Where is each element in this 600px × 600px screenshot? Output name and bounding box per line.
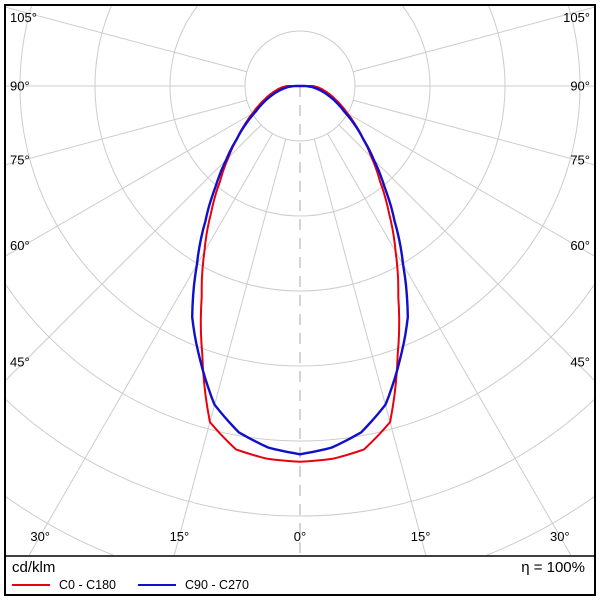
angle-label-left: 75° <box>10 152 30 167</box>
grid-radial-line <box>6 99 248 166</box>
angle-label-left: 60° <box>10 238 30 253</box>
units-label: cd/klm <box>12 559 56 576</box>
angle-label-right: 60° <box>570 238 590 253</box>
angle-label-right: 105° <box>563 10 590 25</box>
curve-c90-c270 <box>191 84 409 456</box>
angle-label-bottom: 15° <box>170 529 190 544</box>
grid-radial-line <box>173 138 287 555</box>
legend-item-c90-c270: C90 - C270 <box>138 578 249 592</box>
legend-line-c0-c180-icon <box>12 584 50 586</box>
angle-label-left: 105° <box>10 10 37 25</box>
angle-label-bottom: 15° <box>411 529 431 544</box>
grid-radial-line <box>6 124 262 381</box>
angle-label-left: 90° <box>10 79 30 94</box>
angle-label-bottom: 30° <box>30 529 50 544</box>
grid-radial-line <box>352 6 594 73</box>
legend-line-c90-c270-icon <box>138 584 176 586</box>
grid-ring <box>6 399 594 517</box>
grid-radial-line <box>327 133 572 555</box>
legend-label-c0-c180: C0 - C180 <box>59 578 116 592</box>
grid-radial-line <box>352 99 594 166</box>
grid-ring <box>6 283 594 442</box>
outer-frame <box>4 4 596 596</box>
angle-label-bottom: 30° <box>550 529 570 544</box>
curve-c0-c180 <box>199 85 401 463</box>
grid-radial-line <box>6 6 248 73</box>
angle-label-right: 90° <box>570 79 590 94</box>
legend-item-c0-c180: C0 - C180 <box>12 578 116 592</box>
angle-label-left: 45° <box>10 355 30 370</box>
angle-label-right: 75° <box>570 152 590 167</box>
grid-radial-line <box>347 113 594 257</box>
legend-label-c90-c270: C90 - C270 <box>185 578 249 592</box>
grid-radial-line <box>338 124 594 381</box>
angle-label-right: 45° <box>570 355 590 370</box>
chart-legend: cd/klm η = 100% C0 - C180 C90 - C270 <box>5 556 595 595</box>
grid-radial-line <box>6 113 253 257</box>
grid-radial-line <box>28 133 273 555</box>
grid-radial-line <box>313 138 427 555</box>
angle-label-bottom: 0° <box>294 529 306 544</box>
efficiency-label: η = 100% <box>521 559 585 576</box>
